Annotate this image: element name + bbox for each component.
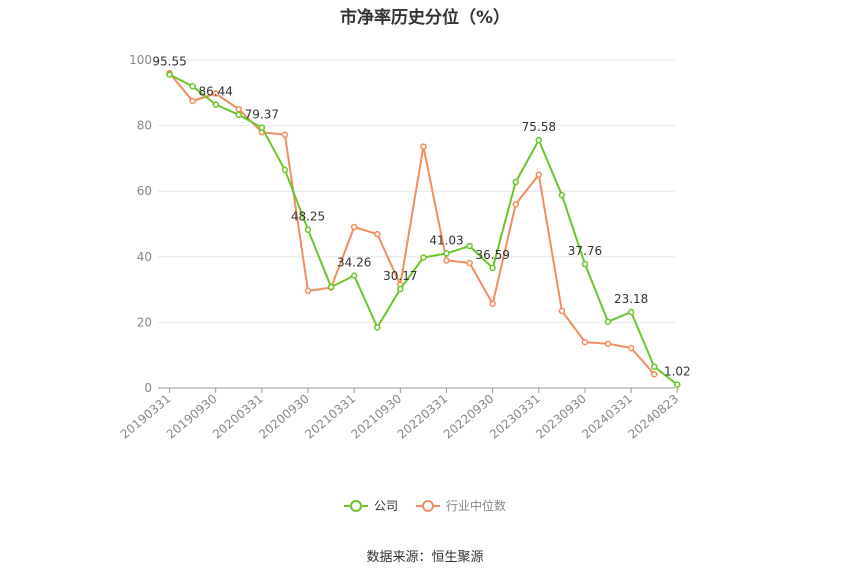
data-point bbox=[304, 287, 312, 295]
series-line-1 bbox=[168, 72, 655, 375]
x-tick-label: 20240331 bbox=[579, 392, 635, 442]
data-point bbox=[581, 260, 589, 268]
data-point bbox=[281, 166, 289, 174]
data-point bbox=[443, 250, 450, 257]
data-point bbox=[512, 201, 519, 208]
data-labels: 95.55 86.44 79.37 48.25 34.26 30.17 41.03 36.59… bbox=[152, 55, 690, 379]
x-tick-label: 20210331 bbox=[302, 392, 358, 442]
data-point bbox=[235, 111, 243, 119]
data-point bbox=[420, 143, 427, 150]
data-point bbox=[281, 131, 289, 139]
legend-industry-marker bbox=[416, 499, 440, 512]
data-label: 1.02 bbox=[664, 365, 691, 379]
x-tick-label: 20200930 bbox=[256, 392, 312, 442]
x-tick-label: 20220930 bbox=[441, 392, 497, 442]
data-point bbox=[327, 283, 335, 291]
data-point bbox=[535, 171, 543, 179]
y-tick-label: 20 bbox=[137, 315, 152, 329]
data-label: 48.25 bbox=[291, 210, 325, 224]
data-point bbox=[189, 82, 196, 90]
data-point bbox=[420, 254, 427, 261]
series-lines bbox=[166, 69, 681, 388]
y-tick-label: 0 bbox=[144, 381, 152, 395]
data-point bbox=[489, 300, 496, 307]
y-tick-label: 80 bbox=[137, 119, 152, 133]
legend-company-label: 公司 bbox=[373, 499, 398, 513]
data-point bbox=[466, 242, 473, 250]
data-source: 数据来源：恒生聚源 bbox=[366, 550, 484, 565]
data-point bbox=[374, 230, 381, 238]
data-label: 36.59 bbox=[475, 248, 509, 262]
data-point bbox=[212, 101, 219, 108]
x-tick-label: 20200331 bbox=[210, 392, 266, 442]
x-tick-label: 20220331 bbox=[395, 392, 451, 442]
data-point bbox=[674, 381, 681, 388]
data-point bbox=[489, 264, 496, 272]
data-point bbox=[558, 191, 566, 199]
data-point bbox=[604, 318, 612, 325]
data-point bbox=[374, 324, 381, 331]
data-point bbox=[604, 340, 612, 347]
legend-item-company[interactable]: 公司 bbox=[343, 497, 398, 514]
data-point bbox=[627, 344, 635, 352]
data-label: 86.44 bbox=[199, 84, 233, 98]
data-label: 37.76 bbox=[568, 244, 602, 258]
data-point bbox=[235, 105, 243, 113]
data-point bbox=[650, 370, 658, 378]
data-point bbox=[512, 178, 519, 186]
data-label: 75.58 bbox=[522, 120, 556, 134]
data-point bbox=[558, 307, 566, 315]
data-label: 95.55 bbox=[152, 55, 186, 69]
legend-company-marker bbox=[343, 499, 368, 512]
legend-item-industry[interactable]: 行业中位数 bbox=[416, 497, 506, 514]
x-tick-label: 20230331 bbox=[487, 392, 543, 442]
data-label: 23.18 bbox=[614, 292, 648, 306]
y-tick-label: 100 bbox=[129, 53, 152, 67]
x-tick-label: 20230930 bbox=[533, 392, 589, 442]
data-point bbox=[350, 272, 358, 279]
data-point bbox=[535, 136, 543, 144]
data-point bbox=[258, 124, 266, 131]
legend: 公司 行业中位数 bbox=[0, 497, 850, 514]
data-label: 30.17 bbox=[383, 269, 417, 283]
line-chart: 0 20 40 60 80 100 2019033120190930202003312020… bbox=[118, 53, 691, 442]
data-point bbox=[350, 223, 358, 231]
data-point bbox=[212, 90, 219, 97]
y-tick-label: 40 bbox=[137, 250, 152, 264]
x-tick-label: 20210930 bbox=[348, 392, 404, 442]
data-point bbox=[397, 285, 404, 293]
data-point bbox=[466, 259, 473, 267]
legend-industry-label: 行业中位数 bbox=[446, 499, 507, 513]
chart-title: 市净率历史分位（%） bbox=[339, 8, 511, 28]
data-point bbox=[443, 257, 450, 264]
data-point bbox=[627, 308, 635, 316]
data-point bbox=[650, 363, 658, 370]
data-point bbox=[304, 226, 312, 233]
y-tick-label: 60 bbox=[137, 184, 152, 198]
x-tick-label: 20240823 bbox=[625, 392, 681, 442]
data-point bbox=[166, 71, 173, 78]
x-tick-label: 20190331 bbox=[118, 392, 174, 442]
data-label: 34.26 bbox=[337, 256, 371, 270]
x-tick-label: 20190930 bbox=[164, 392, 220, 442]
data-label: 41.03 bbox=[429, 233, 463, 247]
data-label: 79.37 bbox=[245, 108, 279, 122]
data-point bbox=[189, 97, 196, 105]
data-point bbox=[581, 338, 589, 346]
